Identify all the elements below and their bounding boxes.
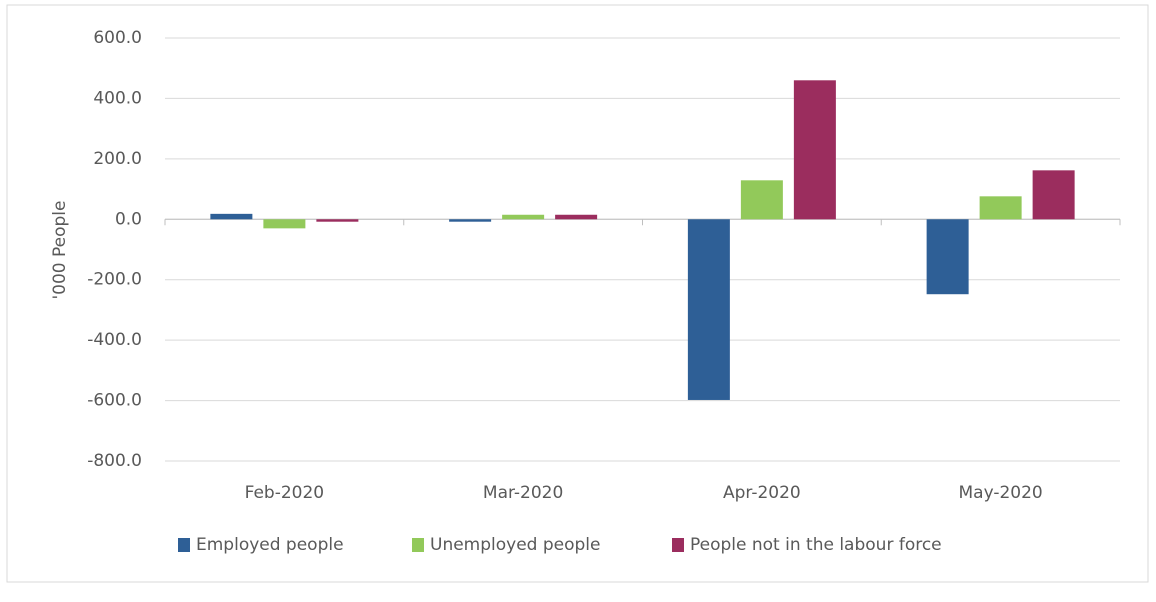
x-tick-label: May-2020 [959,483,1043,503]
legend-swatch [412,538,424,552]
x-tick-label: Feb-2020 [245,483,325,503]
y-tick-label: 600.0 [93,28,142,48]
bar [979,196,1022,220]
x-tick-label: Mar-2020 [483,483,563,503]
y-tick-label: -400.0 [87,330,142,350]
legend-swatch [178,538,190,552]
y-tick-label: 0.0 [115,209,142,229]
y-tick-label: -800.0 [87,451,142,471]
bar [449,219,492,222]
bar [555,214,598,220]
y-tick-label: 400.0 [93,88,142,108]
bar [926,219,969,295]
bar [687,219,730,400]
y-tick-label: -200.0 [87,270,142,290]
bar [210,213,253,220]
y-tick-label: 200.0 [93,149,142,169]
legend-swatch [672,538,684,552]
y-axis-label: '000 People [50,200,70,299]
bar [316,219,359,222]
legend-label: People not in the labour force [690,535,942,555]
bar [793,80,836,220]
legend-label: Employed people [196,535,344,555]
y-tick-label: -600.0 [87,391,142,411]
bar [263,219,306,229]
legend-label: Unemployed people [430,535,601,555]
bar [740,180,783,220]
bar [502,214,545,220]
bar [1032,170,1075,220]
x-tick-label: Apr-2020 [723,483,801,503]
